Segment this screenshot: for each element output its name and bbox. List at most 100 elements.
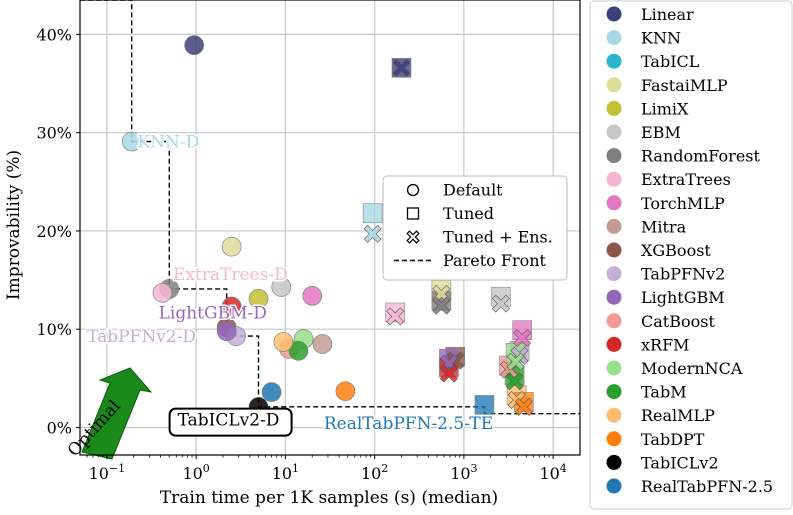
torchmlp-point	[513, 329, 532, 348]
tabdpt-legend-marker	[606, 431, 622, 447]
xrfm-legend-label: xRFM	[641, 335, 690, 354]
randomforest-legend-marker	[606, 148, 622, 164]
lightgbm-legend-marker	[606, 289, 622, 305]
randomforest-legend-label: RandomForest	[641, 147, 760, 166]
tabdpt-point	[514, 397, 533, 416]
realtabpfn-2-5-legend-marker	[606, 478, 622, 494]
tabm-legend-label: TabM	[641, 383, 687, 402]
axis-ticks: 10−1 100 101 102 103 104 0% 10% 20% 30% 40%	[36, 25, 566, 483]
realtabpfn-2-5-point	[474, 395, 495, 415]
fastaimlp-legend-marker	[606, 77, 622, 93]
extratrees-point	[385, 302, 405, 323]
fastaimlp-point	[221, 236, 242, 257]
x-tick-label: 104	[539, 462, 566, 483]
x-tick-label: 100	[182, 462, 209, 483]
tabpfnv2-legend-label: TabPFNv2	[641, 265, 725, 284]
tabpfnv2-d-annotation: TabPFNv2-D	[87, 327, 196, 347]
extratrees-d-annotation: ExtraTrees-D	[173, 265, 288, 285]
tabm-legend-marker	[606, 384, 622, 400]
knn-d-annotation: KNN-D	[137, 133, 199, 153]
marker-legend-label: Default	[443, 181, 503, 200]
fastaimlp-legend-label: FastaiMLP	[641, 76, 728, 95]
extratrees-point	[152, 283, 173, 303]
xrfm-point	[221, 296, 242, 317]
x-axis-label: Train time per 1K samples (s) (median)	[160, 488, 498, 508]
y-tick-label: 10%	[36, 320, 72, 339]
linear-legend-label: Linear	[641, 5, 694, 24]
x-tick-label: 102	[361, 462, 388, 483]
x-tick-label: 103	[450, 462, 477, 483]
knn-legend-label: KNN	[641, 29, 681, 48]
marker-legend-label: Pareto Front	[443, 251, 547, 270]
x-tick-label: 101	[272, 462, 299, 483]
optimal-arrow: Optimal	[64, 367, 153, 461]
tabicl-legend-label: TabICL	[641, 52, 700, 71]
tuned-ens-legend-marker	[406, 230, 420, 244]
ebm-legend-label: EBM	[641, 123, 681, 142]
lightgbm-point	[216, 321, 237, 341]
optimal-arrow-icon	[81, 367, 153, 460]
marker-legend-box	[382, 175, 568, 281]
series-legend: Linear KNN TabICL FastaiMLP LimiX EBM RandomFo…	[589, 0, 793, 510]
extratrees-legend-marker	[606, 171, 622, 187]
x-tick-label: 10−1	[89, 462, 126, 483]
marker-legend: Default Tuned Tuned + Ens. Pareto Front	[382, 175, 568, 281]
xgboost-legend-label: XGBoost	[641, 241, 711, 260]
tabdpt-legend-label: TabDPT	[641, 430, 705, 449]
realmlp-point	[273, 332, 294, 352]
annotations: KNN-D ExtraTrees-D LightGBM-D TabPFNv2-D Tab…	[86, 131, 495, 437]
y-tick-label: 0%	[47, 418, 72, 437]
catboost-legend-label: CatBoost	[641, 312, 715, 331]
torchmlp-point	[302, 285, 323, 306]
default-legend-marker	[406, 183, 420, 197]
data-points	[121, 35, 534, 417]
tabiclv2-label-box	[168, 407, 293, 437]
ebm-point	[491, 294, 510, 313]
modernnca-point	[506, 352, 525, 371]
plot-frame	[79, 0, 581, 456]
mitra-legend-label: Mitra	[641, 217, 687, 236]
series-legend-box	[589, 0, 793, 510]
linear-point	[392, 58, 411, 77]
tabicl-legend-marker	[606, 53, 622, 69]
knn-point	[121, 131, 142, 152]
xrfm-legend-marker	[606, 336, 622, 352]
y-tick-label: 20%	[36, 222, 72, 241]
modernnca-legend-label: ModernNCA	[641, 359, 743, 378]
catboost-legend-marker	[606, 313, 622, 329]
tabiclv2-legend-marker	[606, 454, 622, 470]
linear-point	[184, 35, 204, 56]
knn-legend-marker	[606, 30, 622, 46]
knn-point	[363, 224, 382, 243]
axes-frame	[79, 0, 581, 456]
ebm-legend-marker	[606, 124, 622, 140]
torchmlp-legend-marker	[606, 195, 622, 211]
mitra-point	[312, 334, 333, 354]
xgboost-legend-marker	[606, 242, 622, 258]
marker-legend-label: Tuned + Ens.	[443, 228, 553, 247]
tabiclv2-d-annotation: TabICLv2-D	[178, 411, 280, 431]
y-axis-label: Improvability (%)	[4, 150, 24, 300]
tuned-legend-marker	[406, 207, 420, 220]
extratrees-point	[386, 307, 405, 326]
lightgbm-legend-label: LightGBM	[641, 288, 725, 307]
tabpfnv2-legend-marker	[606, 266, 622, 282]
tabiclv2-legend-label: TabICLv2	[641, 453, 719, 472]
torchmlp-legend-label: TorchMLP	[641, 194, 725, 213]
modernnca-legend-marker	[606, 360, 622, 376]
lightgbm-d-annotation: LightGBM-D	[159, 304, 267, 324]
marker-legend-label: Tuned	[443, 204, 494, 223]
realtabpfn-2-5-legend-label: RealTabPFN-2.5	[641, 477, 773, 496]
tabm-point	[288, 341, 309, 361]
realtabpfn-2-5-te-annotation: RealTabPFN-2.5-TE	[324, 414, 493, 434]
limix-legend-marker	[606, 100, 622, 116]
realtabpfn-2-5-point	[261, 382, 282, 402]
xrfm-point	[439, 364, 458, 383]
y-tick-label: 30%	[36, 124, 72, 143]
realmlp-legend-marker	[606, 407, 622, 423]
tabm-point	[505, 372, 524, 391]
linear-legend-marker	[606, 6, 622, 22]
mitra-legend-marker	[606, 218, 622, 234]
extratrees-legend-label: ExtraTrees	[641, 170, 731, 189]
